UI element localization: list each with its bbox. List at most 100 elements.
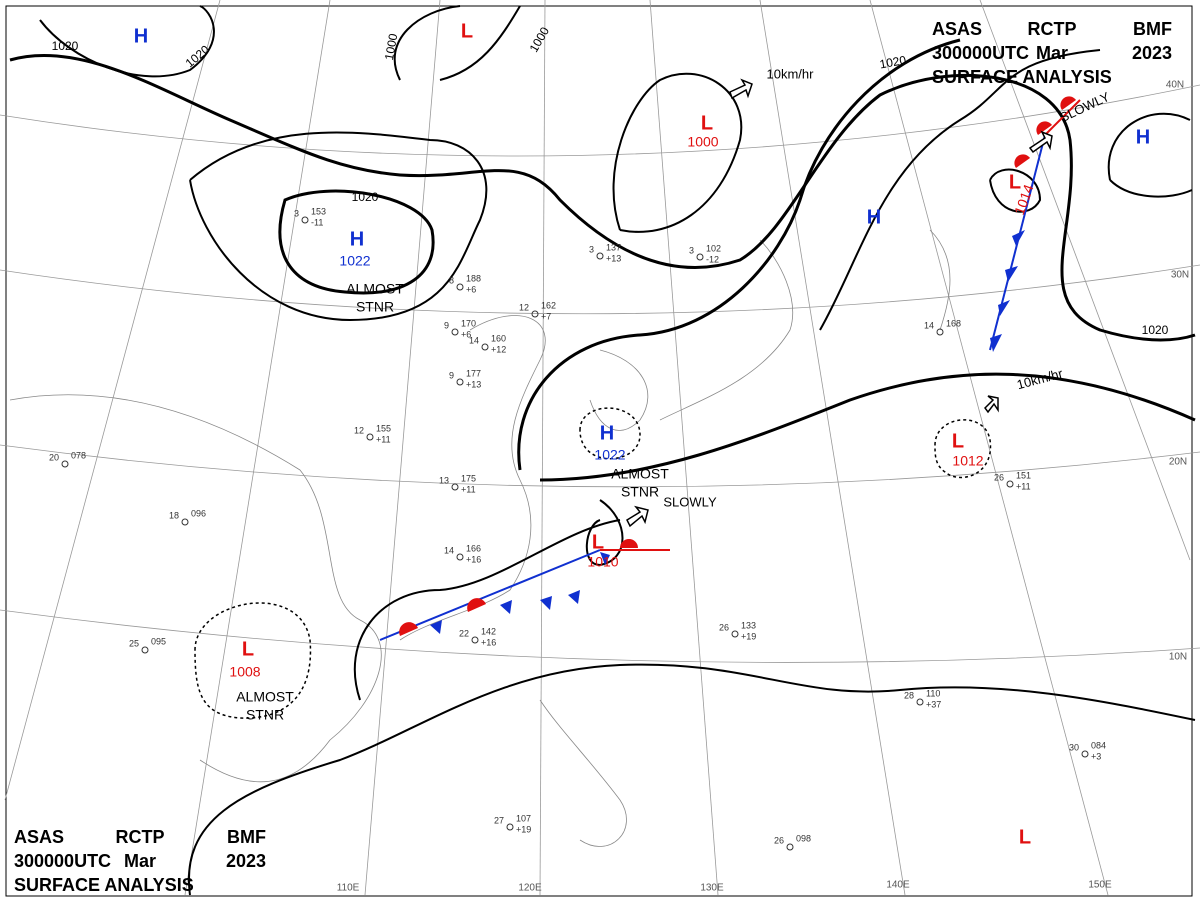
station-temp: 25 (129, 638, 139, 648)
station-pressure: 155 (376, 423, 391, 433)
station-symbol (1006, 480, 1014, 488)
isobar-label: 1020 (1142, 323, 1169, 337)
center-mark: L (592, 531, 604, 553)
header-text: 2023 (226, 851, 266, 871)
center-mark: L (242, 638, 254, 660)
station-tendency: +19 (516, 824, 531, 834)
header-text: BMF (227, 827, 266, 847)
longitude-label: 140E (886, 880, 910, 891)
station-pressure: 153 (311, 206, 326, 216)
station-tendency: +37 (926, 699, 941, 709)
center-note: ALMOST (236, 689, 294, 705)
center-note: STNR (246, 707, 284, 723)
station-temp: 9 (449, 370, 454, 380)
station-symbol (456, 283, 464, 291)
station-pressure: 133 (741, 620, 756, 630)
latitude-label: 20N (1169, 457, 1187, 468)
station-symbol (471, 636, 479, 644)
center-note: STNR (621, 484, 659, 500)
labels: ASAS RCTP BMF 300000UTC Mar 2023 SURFACE ANALY… (14, 19, 1189, 895)
latitude-label: 30N (1171, 270, 1189, 281)
longitude-label: 110E (337, 883, 360, 894)
station-temp: 14 (469, 335, 479, 345)
header-text: RCTP (116, 827, 165, 847)
isobar-label: 1000 (382, 32, 400, 61)
station-pressure: 188 (466, 273, 481, 283)
station-tendency: +11 (461, 484, 476, 494)
station-pressure: 166 (466, 543, 481, 553)
isobars (9, 5, 1196, 896)
center-mark: L (701, 112, 713, 134)
station-pressure: 107 (516, 813, 531, 823)
header-text: BMF (1133, 19, 1172, 39)
station-temp: 28 (904, 690, 914, 700)
station-pressure: 142 (481, 626, 496, 636)
station-pressure: 177 (466, 368, 481, 378)
header-text: Mar (1036, 43, 1068, 63)
center-mark: H (867, 206, 881, 228)
longitude-label: 150E (1088, 880, 1112, 891)
header-text: 2023 (1132, 43, 1172, 63)
station-temp: 12 (354, 425, 364, 435)
center-mark: L (1019, 826, 1031, 848)
station-pressure: 096 (191, 508, 206, 518)
header-text: 300000UTC (932, 43, 1029, 63)
station-tendency: +16 (466, 554, 481, 564)
station-pressure: 168 (946, 318, 961, 328)
station-symbol (596, 252, 604, 260)
center-pressure: 1012 (952, 453, 983, 469)
station-symbol (506, 823, 514, 831)
station-symbol (456, 553, 464, 561)
isobar-label: 1020 (352, 190, 379, 204)
station-temp: 27 (494, 815, 504, 825)
header-text: 300000UTC (14, 851, 111, 871)
station-pressure: 095 (151, 636, 166, 646)
station-symbol (451, 483, 459, 491)
station-temp: 26 (719, 622, 729, 632)
center-pressure: 1000 (687, 134, 718, 150)
header-text: SURFACE ANALYSIS (14, 875, 194, 895)
center-mark: H (134, 25, 148, 47)
motion-arrows (626, 78, 1053, 528)
header-text: ASAS (14, 827, 64, 847)
station-temp: 26 (774, 835, 784, 845)
station-tendency: +6 (466, 284, 476, 294)
station-symbol (61, 460, 69, 468)
station-symbol (786, 843, 794, 851)
station-tendency: +12 (491, 344, 506, 354)
station-symbol (366, 433, 374, 441)
station-temp: 14 (444, 545, 454, 555)
station-tendency: -12 (706, 254, 719, 264)
graticule (0, 0, 1200, 896)
longitude-label: 120E (518, 883, 542, 894)
station-symbol (531, 310, 539, 318)
center-mark: H (350, 228, 364, 250)
center-note: ALMOST (346, 281, 404, 297)
station-pressure: 110 (926, 688, 940, 698)
station-tendency: +13 (466, 379, 481, 389)
station-temp: 9 (444, 320, 449, 330)
station-symbol (1081, 750, 1089, 758)
center-pressure: 1022 (594, 447, 625, 463)
center-note: STNR (356, 299, 394, 315)
center-pressure: 1022 (339, 253, 370, 269)
station-pressure: 084 (1091, 740, 1106, 750)
center-mark: L (461, 20, 473, 42)
isobar-label: 1020 (878, 53, 907, 71)
latitude-label: 40N (1166, 80, 1184, 91)
station-pressure: 078 (71, 450, 86, 460)
motion-label: SLOWLY (663, 494, 717, 509)
station-symbol (141, 646, 149, 654)
station-temp: 20 (49, 452, 59, 462)
station-temp: 14 (924, 320, 934, 330)
station-tendency: +11 (1016, 481, 1031, 491)
station-symbol (451, 328, 459, 336)
station-symbol (456, 378, 464, 386)
header-text: SURFACE ANALYSIS (932, 67, 1112, 87)
station-temp: 22 (459, 628, 469, 638)
station-tendency: +13 (606, 253, 621, 263)
station-symbol (936, 328, 944, 336)
station-tendency: +19 (741, 631, 756, 641)
station-temp: 12 (519, 302, 529, 312)
